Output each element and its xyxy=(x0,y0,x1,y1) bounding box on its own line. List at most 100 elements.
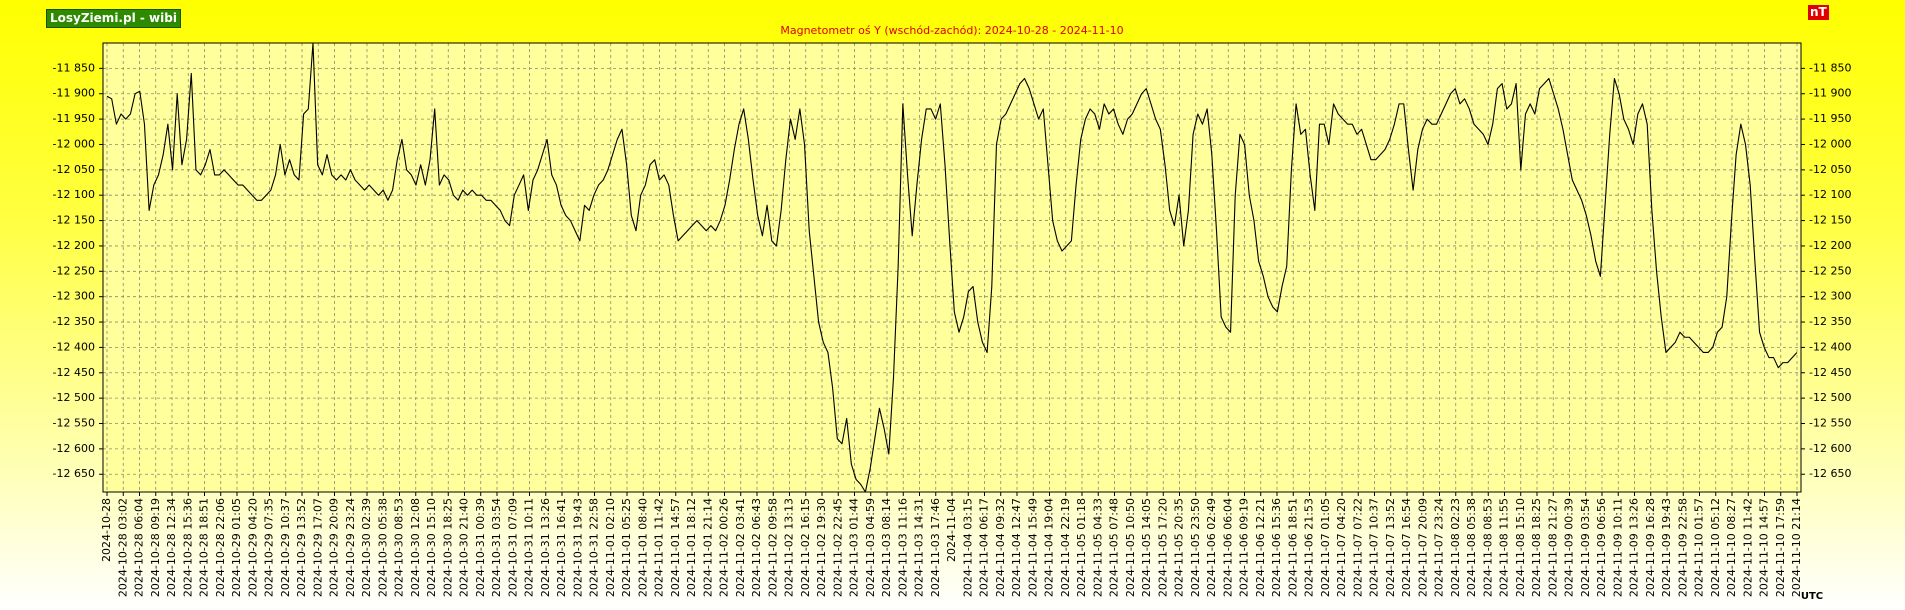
x-tick-label: 2024-11-07 20:09 xyxy=(1416,498,1429,597)
y-tick-label: -12 600 xyxy=(53,442,95,455)
y-tick-label: -12 200 xyxy=(1809,239,1851,252)
x-tick-label: 2024-11-06 06:04 xyxy=(1221,498,1234,597)
x-tick-label: 2024-11-07 23:24 xyxy=(1433,498,1446,597)
x-tick-label: 2024-10-28 xyxy=(100,498,113,562)
x-tick-label: 2024-11-02 09:58 xyxy=(766,498,779,597)
x-tick-label: 2024-11-06 12:21 xyxy=(1254,498,1267,597)
y-tick-label: -12 600 xyxy=(1809,442,1851,455)
x-tick-label: 2024-11-04 06:17 xyxy=(978,498,991,597)
x-tick-label: 2024-10-31 16:41 xyxy=(555,498,568,597)
x-tick-label: 2024-11-09 10:11 xyxy=(1611,498,1624,597)
x-tick-label: 2024-11-02 19:30 xyxy=(815,498,828,597)
x-tick-label: 2024-11-04 03:15 xyxy=(961,498,974,597)
y-tick-label: -12 400 xyxy=(53,340,95,353)
x-tick-label: 2024-11-04 09:32 xyxy=(994,498,1007,597)
x-tick-label: 2024-10-31 19:43 xyxy=(571,498,584,597)
x-tick-label: 2024-10-31 07:09 xyxy=(506,498,519,597)
y-tick-label: -11 950 xyxy=(53,112,95,125)
y-tick-label: -12 650 xyxy=(53,467,95,480)
x-tick-label: 2024-11-01 14:57 xyxy=(669,498,682,597)
y-tick-label: -12 500 xyxy=(1809,391,1851,404)
y-tick-label: -11 850 xyxy=(1809,61,1851,74)
x-tick-label: 2024-10-31 03:54 xyxy=(490,498,503,597)
x-tick-label: 2024-10-29 04:20 xyxy=(246,498,259,597)
x-tick-label: 2024-11-01 11:42 xyxy=(653,498,666,597)
x-tick-label: 2024-10-29 07:35 xyxy=(263,498,276,597)
x-tick-label: 2024-11-04 19:04 xyxy=(1043,498,1056,597)
y-tick-label: -12 100 xyxy=(53,188,95,201)
y-tick-label: -12 350 xyxy=(1809,315,1851,328)
x-tick-label: 2024-10-30 02:39 xyxy=(360,498,373,597)
y-tick-label: -12 100 xyxy=(1809,188,1851,201)
x-tick-label: 2024-11-03 17:46 xyxy=(929,498,942,597)
x-tick-label: 2024-11-03 11:16 xyxy=(896,498,909,597)
x-tick-label: 2024-11-09 22:58 xyxy=(1676,498,1689,597)
y-tick-label: -12 550 xyxy=(53,417,95,430)
x-tick-label: 2024-11-08 02:23 xyxy=(1449,498,1462,597)
x-tick-label: 2024-11-08 05:38 xyxy=(1465,498,1478,597)
x-tick-label: 2024-11-04 xyxy=(945,498,958,562)
x-tick-label: 2024-10-29 13:52 xyxy=(295,498,308,597)
x-tick-label: 2024-11-08 15:10 xyxy=(1514,498,1527,597)
x-tick-label: 2024-10-28 06:04 xyxy=(133,498,146,597)
data-line xyxy=(106,42,1798,493)
y-tick-label: -12 250 xyxy=(53,264,95,277)
y-tick-label: -12 500 xyxy=(53,391,95,404)
x-axis-label: UTC xyxy=(1801,591,1823,602)
x-tick-label: 2024-10-28 15:36 xyxy=(181,498,194,597)
x-tick-label: 2024-11-02 03:41 xyxy=(734,498,747,597)
x-tick-label: 2024-11-06 02:49 xyxy=(1205,498,1218,597)
y-tick-label: -12 000 xyxy=(1809,137,1851,150)
x-tick-label: 2024-11-09 06:56 xyxy=(1595,498,1608,597)
x-tick-label: 2024-10-31 22:58 xyxy=(588,498,601,597)
x-tick-label: 2024-11-05 04:33 xyxy=(1091,498,1104,597)
x-tick-label: 2024-11-03 08:14 xyxy=(880,498,893,597)
chart-title: Magnetometr oś Y (wschód-zachód): 2024-1… xyxy=(780,24,1123,37)
x-tick-label: 2024-11-06 15:36 xyxy=(1270,498,1283,597)
y-tick-label: -12 050 xyxy=(1809,163,1851,176)
x-tick-label: 2024-11-10 21:14 xyxy=(1790,498,1803,597)
x-tick-label: 2024-11-03 01:44 xyxy=(848,498,861,597)
x-tick-label: 2024-11-01 02:10 xyxy=(604,498,617,597)
x-tick-label: 2024-11-02 13:13 xyxy=(783,498,796,597)
x-tick-label: 2024-11-08 18:25 xyxy=(1530,498,1543,597)
x-tick-label: 2024-11-07 13:52 xyxy=(1384,498,1397,597)
x-tick-label: 2024-11-09 00:39 xyxy=(1563,498,1576,597)
y-tick-label: -12 400 xyxy=(1809,340,1851,353)
x-tick-label: 2024-11-10 01:57 xyxy=(1693,498,1706,597)
x-tick-label: 2024-11-10 11:42 xyxy=(1741,498,1754,597)
x-tick-label: 2024-10-30 21:40 xyxy=(458,498,471,597)
y-tick-label: -11 900 xyxy=(53,87,95,100)
x-tick-label: 2024-11-08 21:27 xyxy=(1546,498,1559,597)
x-tick-label: 2024-10-31 00:39 xyxy=(474,498,487,597)
y-tick-label: -12 150 xyxy=(53,214,95,227)
x-tick-label: 2024-11-04 15:49 xyxy=(1026,498,1039,597)
x-tick-label: 2024-11-05 20:35 xyxy=(1173,498,1186,597)
y-tick-label: -12 200 xyxy=(53,239,95,252)
x-tick-label: 2024-11-09 13:26 xyxy=(1628,498,1641,597)
x-tick-label: 2024-11-04 12:47 xyxy=(1010,498,1023,597)
x-tick-label: 2024-11-08 08:53 xyxy=(1481,498,1494,597)
x-tick-label: 2024-11-07 16:54 xyxy=(1400,498,1413,597)
site-badge: LosyZiemi.pl - wibi xyxy=(46,9,181,28)
x-tick-label: 2024-10-29 20:09 xyxy=(328,498,341,597)
y-tick-label: -12 150 xyxy=(1809,214,1851,227)
unit-badge: nT xyxy=(1808,5,1829,20)
x-tick-label: 2024-11-01 21:14 xyxy=(701,498,714,597)
y-tick-label: -11 900 xyxy=(1809,87,1851,100)
x-tick-label: 2024-10-28 09:19 xyxy=(149,498,162,597)
x-tick-label: 2024-10-31 10:11 xyxy=(523,498,536,597)
x-tick-label: 2024-11-02 22:45 xyxy=(831,498,844,597)
y-tick-label: -12 300 xyxy=(53,290,95,303)
x-tick-label: 2024-10-29 23:24 xyxy=(344,498,357,597)
y-tick-label: -11 950 xyxy=(1809,112,1851,125)
x-tick-label: 2024-11-03 14:31 xyxy=(913,498,926,597)
x-tick-label: 2024-11-05 01:18 xyxy=(1075,498,1088,597)
y-tick-label: -12 350 xyxy=(53,315,95,328)
x-tick-label: 2024-11-10 05:12 xyxy=(1709,498,1722,597)
x-tick-label: 2024-10-29 17:07 xyxy=(311,498,324,597)
x-tick-label: 2024-10-31 13:26 xyxy=(539,498,552,597)
x-tick-label: 2024-10-30 15:10 xyxy=(425,498,438,597)
